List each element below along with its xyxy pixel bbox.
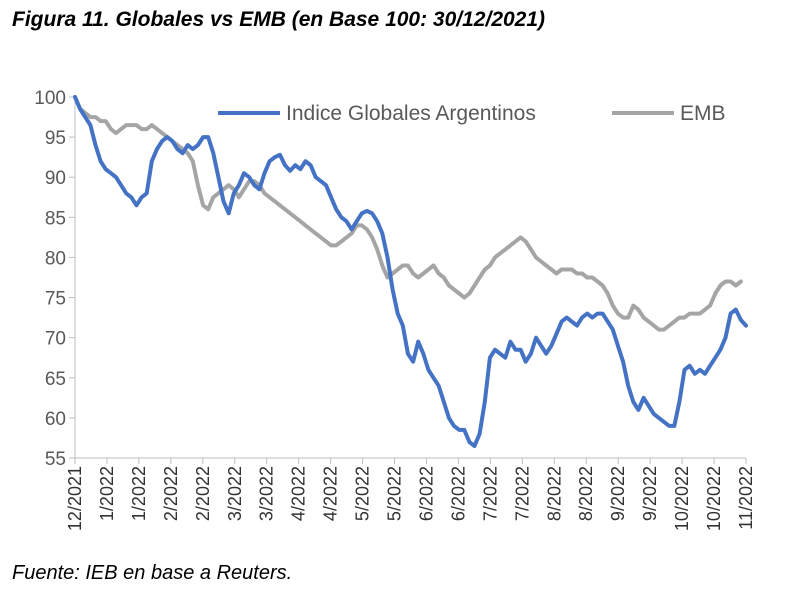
x-tick-label: 8/2022 <box>544 466 564 521</box>
x-tick-label: 11/2022 <box>736 466 756 530</box>
y-tick-label: 75 <box>45 289 66 310</box>
figure-source: Fuente: IEB en base a Reuters. <box>12 562 293 584</box>
y-tick-label: 55 <box>45 449 66 470</box>
figure-title: Figura 11. Globales vs EMB (en Base 100:… <box>12 8 546 31</box>
x-tick-label: 7/2022 <box>512 466 532 521</box>
y-tick-label: 65 <box>45 369 66 390</box>
x-tick-label: 10/2022 <box>672 466 692 531</box>
x-tick-label: 1/2022 <box>129 466 149 521</box>
x-tick-label: 3/2022 <box>225 466 245 521</box>
x-tick-label: 8/2022 <box>576 466 596 521</box>
x-tick-label: 9/2022 <box>608 466 628 521</box>
y-tick-label: 85 <box>45 208 66 229</box>
x-tick-label: 4/2022 <box>289 466 309 521</box>
x-tick-label: 6/2022 <box>448 466 468 521</box>
y-tick-label: 60 <box>45 409 66 430</box>
x-tick-label: 5/2022 <box>385 466 405 521</box>
x-tick-label: 4/2022 <box>321 466 341 521</box>
x-tick-label: 12/2021 <box>65 466 85 531</box>
x-tick-label: 10/2022 <box>704 466 724 531</box>
x-tick-label: 7/2022 <box>480 466 500 521</box>
y-tick-label: 100 <box>34 88 66 109</box>
x-tick-label: 2/2022 <box>193 466 213 521</box>
series-line-globales <box>73 95 748 448</box>
x-tick-label: 5/2022 <box>353 466 373 521</box>
y-tick-label: 90 <box>45 168 66 189</box>
x-tick-label: 9/2022 <box>640 466 660 521</box>
legend-label-emb: EMB <box>680 102 726 125</box>
x-tick-label: 3/2022 <box>257 466 277 521</box>
y-tick-label: 80 <box>45 248 66 269</box>
x-tick-label: 1/2022 <box>97 466 117 521</box>
x-tick-label: 2/2022 <box>161 466 181 521</box>
series-line-emb <box>73 95 743 332</box>
y-tick-label: 70 <box>45 329 66 350</box>
x-tick-label: 6/2022 <box>416 466 436 521</box>
legend-label-globales: Indice Globales Argentinos <box>286 102 536 125</box>
y-tick-label: 95 <box>45 128 66 149</box>
